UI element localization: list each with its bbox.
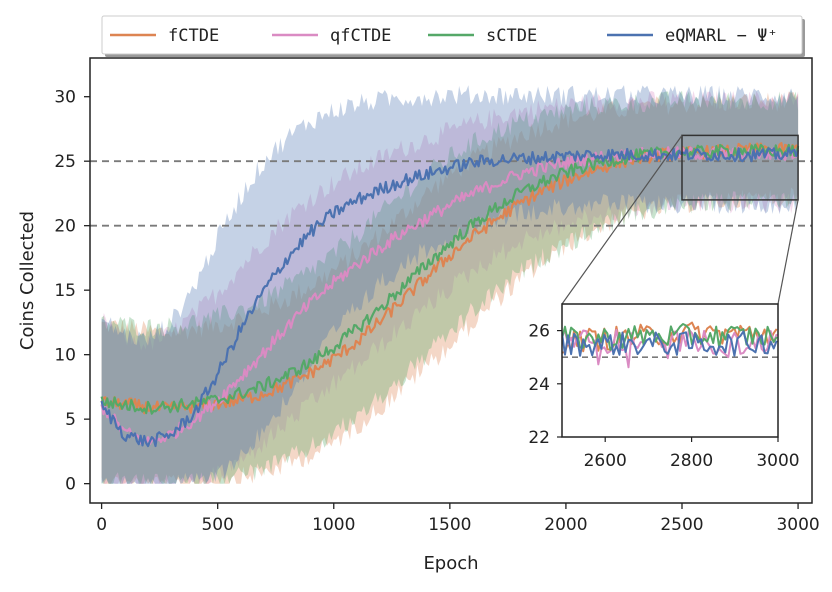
legend-label: qfCTDE [330, 26, 391, 46]
inset-y-tick-label: 24 [528, 375, 550, 395]
x-tick-label: 1000 [312, 515, 355, 535]
legend-label: sCTDE [486, 26, 537, 46]
y-tick-label: 15 [54, 281, 76, 301]
inset-series-line-2 [562, 323, 778, 351]
inset-y-tick-label: 26 [528, 322, 550, 342]
y-tick-label: 0 [65, 475, 76, 495]
inset-background [562, 304, 778, 437]
inset-x-tick-label: 2600 [584, 451, 627, 471]
zoom-indicator [561, 134, 799, 305]
zoom-connector [777, 199, 799, 305]
inset-chart: 2600 2800 3000 22 24 26 [528, 303, 800, 471]
y-tick-label: 5 [65, 410, 76, 430]
main-axes: 0 500 1000 1500 2000 2500 3000 0 5 10 15 20 25 30 Epoc… [17, 57, 820, 574]
x-tick-label: 1500 [428, 515, 471, 535]
zoom-connector [561, 135, 683, 305]
x-tick-label: 2000 [544, 515, 587, 535]
x-tick-label: 500 [201, 515, 233, 535]
reference-lines [90, 160, 812, 227]
inset-y-tick-label: 22 [528, 428, 550, 448]
y-axis-label: Coins Collected [17, 211, 38, 350]
plot-frame [89, 57, 813, 504]
inset-frame [561, 303, 779, 438]
inset-series-line-3 [562, 330, 778, 357]
y-tick-label: 20 [54, 217, 76, 237]
y-tick-label: 10 [54, 346, 76, 366]
x-tick-label: 3000 [776, 515, 819, 535]
inset-x-tick-label: 3000 [756, 451, 799, 471]
legend-label: eQMARL − Ψ⁺ [665, 26, 778, 46]
x-axis-label: Epoch [423, 553, 478, 574]
zoom-rectangle [681, 134, 799, 201]
inset-x-tick-label: 2800 [670, 451, 713, 471]
legend: fCTDE qfCTDE sCTDE eQMARL − Ψ⁺ [101, 15, 805, 57]
legend-label: fCTDE [168, 26, 219, 46]
y-tick-label: 30 [54, 88, 76, 108]
x-tick-label: 0 [96, 515, 107, 535]
inset-plot-area [562, 321, 778, 369]
y-tick-label: 25 [54, 152, 76, 172]
x-tick-label: 2500 [660, 515, 703, 535]
